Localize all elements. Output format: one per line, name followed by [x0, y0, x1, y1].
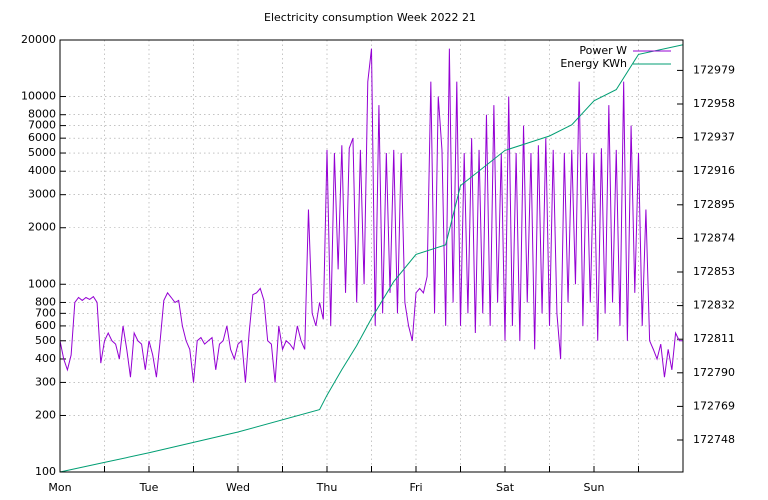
y-tick-label: 5000 — [28, 146, 56, 159]
x-tick-label: Thu — [316, 481, 338, 494]
y-tick-label: 400 — [35, 352, 56, 365]
y-tick-label: 800 — [35, 295, 56, 308]
legend-label: Power W — [579, 44, 627, 57]
y-tick-label: 6000 — [28, 131, 56, 144]
y-tick-label: 1000 — [28, 277, 56, 290]
y-tick-label: 500 — [35, 334, 56, 347]
y-tick-label: 3000 — [28, 188, 56, 201]
y2-tick-label: 172958 — [693, 97, 735, 110]
y-tick-label: 4000 — [28, 164, 56, 177]
x-tick-label: Mon — [48, 481, 71, 494]
y2-tick-label: 172874 — [693, 231, 735, 244]
plot-border — [59, 39, 684, 473]
y2-tick-label: 172979 — [693, 63, 735, 76]
y-tick-label: 100 — [35, 465, 56, 478]
y2-tick-label: 172916 — [693, 164, 735, 177]
series-line — [59, 48, 683, 383]
y-tick-label: 600 — [35, 319, 56, 332]
chart-title: Electricity consumption Week 2022 21 — [264, 11, 476, 24]
y-tick-label: 2000 — [28, 221, 56, 234]
y-tick-label: 8000 — [28, 108, 56, 121]
y2-tick-label: 172790 — [693, 366, 735, 379]
x-tick-label: Sat — [496, 481, 515, 494]
y-tick-label: 300 — [35, 375, 56, 388]
x-tick-label: Fri — [409, 481, 422, 494]
x-tick-label: Sun — [584, 481, 605, 494]
series-line — [59, 44, 684, 473]
y2-tick-label: 172832 — [693, 299, 735, 312]
y-tick-label: 20000 — [21, 33, 56, 46]
y-tick-label: 7000 — [28, 119, 56, 132]
y-tick-label: 200 — [35, 408, 56, 421]
y2-tick-label: 172853 — [693, 265, 735, 278]
y2-tick-label: 172895 — [693, 198, 735, 211]
x-tick-label: Wed — [226, 481, 250, 494]
y2-tick-label: 172748 — [693, 433, 735, 446]
y-tick-label: 700 — [35, 306, 56, 319]
legend-label: Energy KWh — [560, 57, 627, 70]
y2-tick-label: 172811 — [693, 332, 735, 345]
y2-tick-label: 172769 — [693, 399, 735, 412]
y-tick-label: 10000 — [21, 90, 56, 103]
y2-tick-label: 172937 — [693, 131, 735, 144]
x-tick-label: Tue — [139, 481, 159, 494]
